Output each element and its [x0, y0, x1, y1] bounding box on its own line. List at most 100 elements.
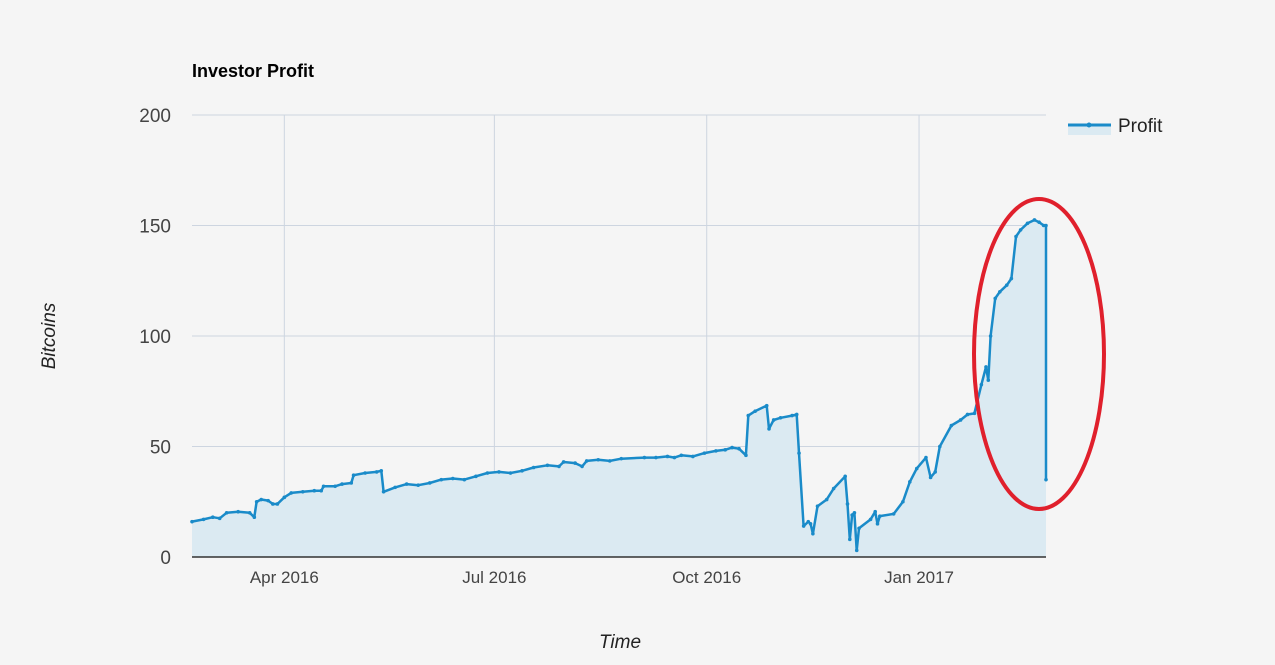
- data-point: [746, 413, 751, 418]
- data-point: [794, 412, 799, 417]
- profit-points: [190, 218, 1048, 553]
- data-point: [439, 477, 444, 482]
- data-point: [1044, 223, 1048, 228]
- data-point: [730, 445, 734, 450]
- data-point: [998, 290, 1002, 294]
- data-point: [254, 499, 259, 504]
- data-point: [811, 531, 815, 536]
- x-tick-label: Jan 2017: [884, 568, 954, 587]
- data-point: [1025, 221, 1030, 226]
- data-point: [252, 515, 257, 520]
- data-point: [949, 423, 954, 428]
- data-point: [289, 491, 294, 495]
- y-tick-label: 0: [160, 548, 171, 569]
- data-point: [1009, 276, 1014, 281]
- data-point: [845, 502, 850, 506]
- data-point: [737, 446, 741, 451]
- data-point: [1037, 220, 1041, 224]
- data-point: [714, 449, 718, 453]
- x-tick-label: Apr 2016: [250, 568, 319, 587]
- chart-title: Investor Profit: [192, 61, 314, 81]
- data-point: [908, 480, 912, 484]
- legend[interactable]: Profit: [1068, 116, 1163, 137]
- data-point: [520, 469, 524, 473]
- y-tick-label: 200: [139, 106, 171, 127]
- data-point: [393, 485, 397, 490]
- data-point: [808, 522, 813, 526]
- data-point: [474, 474, 478, 479]
- data-point: [351, 473, 356, 478]
- data-point: [236, 509, 240, 514]
- data-point: [319, 488, 324, 493]
- data-point: [790, 413, 794, 418]
- data-point: [485, 471, 490, 475]
- data-point: [247, 511, 252, 515]
- data-point: [965, 412, 970, 417]
- profit-area: [192, 220, 1046, 557]
- data-point: [427, 481, 432, 485]
- data-point: [451, 476, 455, 481]
- data-point: [878, 514, 882, 518]
- data-point: [702, 451, 707, 455]
- data-point: [764, 403, 769, 408]
- data-point: [1018, 228, 1023, 232]
- data-point: [857, 526, 861, 531]
- data-point: [282, 495, 287, 500]
- data-point: [979, 382, 984, 387]
- data-point: [767, 427, 771, 431]
- data-point: [584, 459, 589, 463]
- data-point: [778, 415, 783, 420]
- data-point: [988, 334, 993, 338]
- data-point: [596, 457, 601, 462]
- data-point: [984, 365, 988, 369]
- y-tick-label: 100: [139, 327, 171, 348]
- data-point: [270, 502, 275, 506]
- data-point: [190, 519, 194, 524]
- data-point: [497, 470, 501, 474]
- data-point: [933, 470, 938, 474]
- data-point: [723, 448, 727, 452]
- data-point: [545, 463, 550, 468]
- data-point: [873, 509, 877, 514]
- data-point: [801, 524, 806, 528]
- data-point: [843, 474, 847, 479]
- data-point: [958, 418, 963, 422]
- data-point: [868, 517, 873, 522]
- data-point: [875, 522, 880, 526]
- data-point: [672, 455, 677, 460]
- data-point: [340, 482, 344, 486]
- data-point: [312, 488, 317, 493]
- data-point: [891, 512, 896, 516]
- data-point: [1004, 283, 1009, 287]
- data-point: [679, 453, 684, 458]
- data-point: [333, 484, 337, 489]
- data-point: [416, 483, 420, 487]
- legend-label-profit: Profit: [1118, 116, 1163, 137]
- data-point: [850, 513, 854, 517]
- y-axis-label: Bitcoins: [39, 302, 60, 369]
- data-point: [831, 486, 836, 491]
- y-tick-labels: 0 50 100 150 200: [139, 106, 171, 569]
- data-point: [753, 409, 757, 413]
- data-point: [266, 498, 270, 503]
- data-point: [321, 484, 326, 489]
- data-point: [462, 477, 467, 482]
- data-point: [508, 471, 513, 475]
- data-point: [217, 516, 222, 521]
- x-axis-label: Time: [599, 632, 641, 653]
- x-tick-labels: Apr 2016 Jul 2016 Oct 2016 Jan 2017: [250, 568, 954, 587]
- data-point: [806, 519, 811, 524]
- data-point: [381, 490, 386, 494]
- grid-lines: [192, 114, 1046, 557]
- data-point: [665, 454, 670, 459]
- data-point: [852, 511, 857, 515]
- data-point: [224, 511, 229, 515]
- data-point: [531, 465, 536, 470]
- data-point: [848, 537, 852, 542]
- data-point: [300, 490, 305, 494]
- y-tick-label: 150: [139, 217, 171, 238]
- y-tick-label: 50: [150, 438, 171, 459]
- data-point: [986, 378, 991, 383]
- data-point: [901, 499, 905, 504]
